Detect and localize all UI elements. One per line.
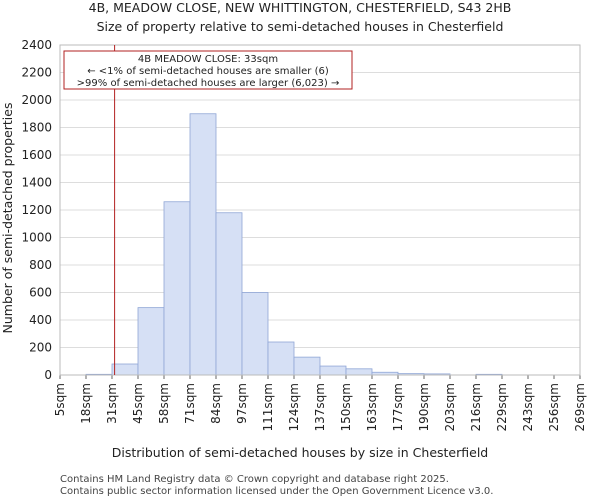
x-tick-label: 163sqm xyxy=(365,383,379,431)
bar-45sqm xyxy=(137,307,165,376)
x-tick-label: 97sqm xyxy=(235,383,249,424)
x-tick-label: 256sqm xyxy=(547,383,561,431)
x-tick-label: 45sqm xyxy=(131,383,145,424)
bar-124sqm xyxy=(293,356,321,376)
y-tick-label: 1400 xyxy=(21,176,52,190)
x-tick-label: 190sqm xyxy=(417,383,431,431)
y-axis-ticks: 0 200 400 600 800 1000 1200 1400 1600 1800 2000 220… xyxy=(21,38,52,382)
x-tick-label: 137sqm xyxy=(313,383,327,431)
footer-line2: Contains public sector information licen… xyxy=(60,486,493,497)
y-tick-label: 2200 xyxy=(21,66,52,80)
y-tick-label: 0 xyxy=(44,368,52,382)
chart-title-line1: 4B, MEADOW CLOSE, NEW WHITTINGTON, CHEST… xyxy=(89,0,512,15)
x-tick-label: 124sqm xyxy=(287,383,301,431)
y-tick-label: 600 xyxy=(29,286,52,300)
y-tick-label: 800 xyxy=(29,258,52,272)
gridlines xyxy=(60,44,580,348)
annotation-line3: >99% of semi-detached houses are larger … xyxy=(77,78,340,89)
x-tick-label: 229sqm xyxy=(495,383,509,431)
x-tick-label: 18sqm xyxy=(79,383,93,424)
annotation-frame xyxy=(63,50,353,90)
bars xyxy=(85,113,503,376)
bar-137sqm xyxy=(319,365,347,376)
y-tick-label: 1000 xyxy=(21,231,52,245)
x-tick-label: 111sqm xyxy=(261,383,275,431)
y-tick-label: 200 xyxy=(29,341,52,355)
annotation-line1: 4B MEADOW CLOSE: 33sqm xyxy=(138,54,278,65)
x-tick-label: 177sqm xyxy=(391,383,405,431)
x-tick-label: 150sqm xyxy=(339,383,353,431)
bar-31sqm xyxy=(111,363,139,376)
bar-58sqm xyxy=(163,201,191,376)
x-tick-label: 5sqm xyxy=(53,383,67,416)
footer-line1: Contains HM Land Registry data © Crown c… xyxy=(60,474,449,485)
y-tick-label: 2400 xyxy=(21,38,52,52)
x-tick-label: 243sqm xyxy=(521,383,535,431)
bar-111sqm xyxy=(267,341,295,376)
x-axis-label: Distribution of semi-detached houses by … xyxy=(112,445,488,460)
plot-frame xyxy=(59,44,581,376)
x-tick-label: 203sqm xyxy=(443,383,457,431)
annotation-box: 4B MEADOW CLOSE: 33sqm ← <1% of semi-det… xyxy=(63,50,353,90)
x-tick-label: 58sqm xyxy=(157,383,171,424)
x-axis-ticks: 5sqm 18sqm 31sqm 45sqm 58sqm 71sqm 84sqm 97sqm 1… xyxy=(53,375,587,431)
y-tick-label: 1800 xyxy=(21,121,52,135)
x-tick-label: 31sqm xyxy=(105,383,119,424)
bar-97sqm xyxy=(241,292,269,376)
bar-84sqm xyxy=(215,212,243,376)
y-tick-label: 400 xyxy=(29,313,52,327)
y-axis-label: Number of semi-detached properties xyxy=(0,103,15,334)
bar-150sqm xyxy=(345,368,373,376)
x-tick-label: 216sqm xyxy=(469,383,483,431)
y-tick-label: 1600 xyxy=(21,148,52,162)
x-tick-label: 84sqm xyxy=(209,383,223,424)
x-tick-label: 71sqm xyxy=(183,383,197,424)
bar-71sqm xyxy=(189,113,217,376)
y-tick-label: 1200 xyxy=(21,203,52,217)
x-tick-label: 269sqm xyxy=(573,383,587,431)
chart-title-line2: Size of property relative to semi-detach… xyxy=(97,19,504,34)
annotation-line2: ← <1% of semi-detached houses are smalle… xyxy=(87,66,329,77)
y-tick-label: 2000 xyxy=(21,93,52,107)
